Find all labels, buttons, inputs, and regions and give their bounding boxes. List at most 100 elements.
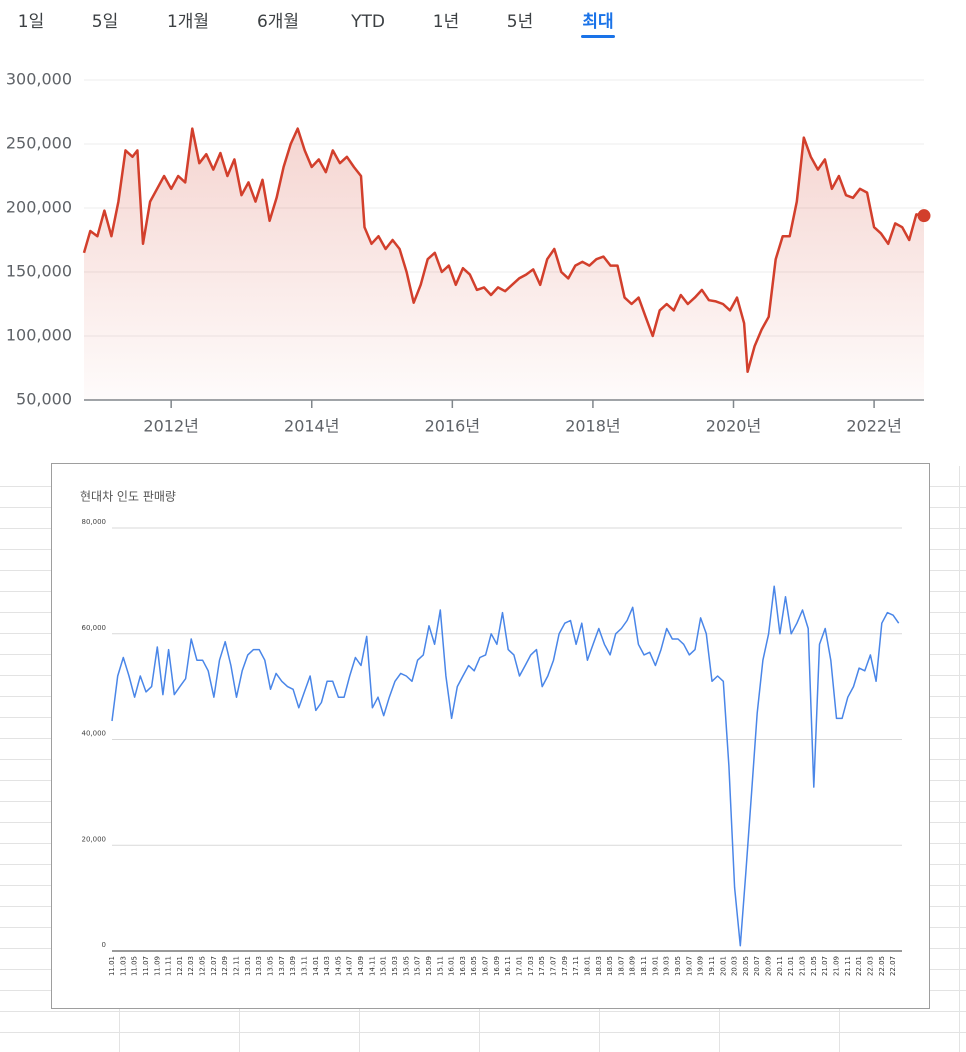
tab-underline (581, 35, 615, 38)
x-tick-label: 17.05 (538, 956, 546, 976)
y-tick-label: 60,000 (82, 624, 107, 632)
y-tick-label: 80,000 (82, 518, 107, 526)
x-tick-label: 16.11 (504, 956, 512, 976)
x-tick-label: 22.03 (866, 956, 874, 976)
y-tick-label: 20,000 (82, 835, 107, 843)
x-tick-label: 12.11 (233, 956, 241, 976)
x-tick-label: 14.01 (312, 956, 320, 976)
y-tick-label: 100,000 (6, 326, 72, 345)
x-tick-label: 20.09 (765, 956, 773, 976)
x-tick-label: 17.09 (561, 956, 569, 976)
x-tick-label: 19.01 (651, 956, 659, 976)
x-tick-label: 2016년 (425, 417, 480, 436)
price-line (82, 127, 925, 374)
x-tick-label: 14.05 (334, 956, 342, 976)
x-tick-label: 21.03 (799, 956, 807, 976)
x-tick-label: 16.07 (482, 956, 490, 976)
x-tick-label: 14.07 (346, 956, 354, 976)
x-tick-label: 20.03 (731, 956, 739, 976)
x-tick-label: 21.11 (844, 956, 852, 976)
x-tick-label: 18.01 (583, 956, 591, 976)
x-tick-label: 20.01 (719, 956, 727, 976)
x-tick-label: 2014년 (284, 417, 339, 436)
tab-bar: 1일 5일 1개월 6개월 YTD 1년 5년 최대 (18, 12, 615, 38)
sales-line (111, 585, 900, 947)
x-tick-label: 12.09 (221, 956, 229, 976)
x-tick-label: 15.03 (391, 956, 399, 976)
x-tick-label: 22.07 (889, 956, 897, 976)
x-tick-label: 22.01 (855, 956, 863, 976)
y-tick-label: 250,000 (6, 134, 72, 153)
x-tick-label: 11.11 (165, 956, 173, 976)
last-price-dot (917, 209, 931, 223)
x-tick-label: 12.03 (187, 956, 195, 976)
x-tick-label: 11.09 (153, 956, 161, 976)
x-tick-label: 22.05 (878, 956, 886, 976)
x-tick-label: 21.05 (810, 956, 818, 976)
x-tick-label: 19.09 (697, 956, 705, 976)
tab[interactable]: 6개월 (257, 12, 299, 32)
x-tick-label: 13.01 (244, 956, 252, 976)
x-tick-label: 13.11 (300, 956, 308, 976)
x-tick-label: 16.05 (470, 956, 478, 976)
x-tick-label: 17.11 (572, 956, 580, 976)
tab[interactable]: YTD (350, 12, 385, 32)
y-tick-label: 50,000 (16, 390, 72, 409)
x-tick-label: 15.09 (425, 956, 433, 976)
tab[interactable]: 1개월 (167, 12, 209, 32)
x-tick-label: 13.05 (266, 956, 274, 976)
x-tick-label: 19.11 (708, 956, 716, 976)
x-tick-label: 18.09 (629, 956, 637, 976)
x-tick-label: 12.05 (199, 956, 207, 976)
x-tick-label: 12.01 (176, 956, 184, 976)
x-tick-label: 21.01 (787, 956, 795, 976)
y-tick-label: 0 (102, 941, 106, 949)
x-tick-label: 18.11 (640, 956, 648, 976)
x-tick-label: 18.07 (617, 956, 625, 976)
x-tick-label: 12.07 (210, 956, 218, 976)
x-tick-label: 11.03 (119, 956, 127, 976)
x-tick-label: 15.05 (402, 956, 410, 976)
x-tick-label: 2012년 (143, 417, 198, 436)
x-tick-label: 13.03 (255, 956, 263, 976)
x-tick-label: 11.07 (142, 956, 150, 976)
y-tick-label: 300,000 (6, 70, 72, 89)
x-tick-label: 2018년 (565, 417, 620, 436)
x-tick-label: 15.01 (380, 956, 388, 976)
x-tick-label: 14.09 (357, 956, 365, 976)
x-tick-label: 14.11 (368, 956, 376, 976)
x-tick-label: 19.03 (663, 956, 671, 976)
x-tick-label: 20.07 (753, 956, 761, 976)
x-tick-label: 2022년 (846, 417, 901, 436)
x-tick-label: 16.01 (448, 956, 456, 976)
tab[interactable]: 최대 (582, 12, 613, 32)
x-tick-label: 13.09 (289, 956, 297, 976)
x-tick-label: 20.05 (742, 956, 750, 976)
x-tick-label: 18.05 (606, 956, 614, 976)
x-tick-label: 16.09 (493, 956, 501, 976)
tab[interactable]: 1년 (433, 12, 459, 32)
tab[interactable]: 5년 (507, 12, 533, 32)
tab[interactable]: 5일 (92, 12, 118, 32)
x-tick-label: 13.07 (278, 956, 286, 976)
y-tick-label: 40,000 (82, 730, 107, 738)
chart-frame (51, 463, 930, 1009)
x-tick-label: 16.03 (459, 956, 467, 976)
x-tick-label: 14.03 (323, 956, 331, 976)
x-tick-label: 17.01 (516, 956, 524, 976)
x-tick-label: 19.07 (685, 956, 693, 976)
x-tick-label: 15.11 (436, 956, 444, 976)
chart-title: 현대차 인도 판매량 (80, 490, 176, 504)
x-tick-label: 19.05 (674, 956, 682, 976)
x-tick-label: 11.01 (108, 956, 116, 976)
y-tick-label: 200,000 (6, 198, 72, 217)
price-area (84, 128, 924, 400)
x-tick-label: 17.03 (527, 956, 535, 976)
x-tick-label: 11.05 (131, 956, 139, 976)
x-tick-label: 20.11 (776, 956, 784, 976)
x-tick-label: 17.07 (549, 956, 557, 976)
tab[interactable]: 1일 (18, 12, 44, 32)
x-tick-label: 18.03 (595, 956, 603, 976)
x-tick-label: 15.07 (414, 956, 422, 976)
